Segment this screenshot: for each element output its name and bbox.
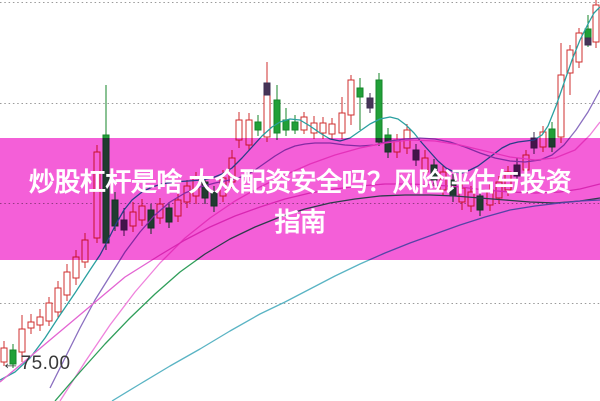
candle-body-k (263, 82, 271, 96)
candle-body-d (291, 121, 299, 131)
candle-body-u (575, 32, 583, 63)
candle-body-k (584, 37, 592, 46)
candle-body-u (63, 271, 71, 296)
candle-body-u (347, 79, 355, 116)
candle-body-u (592, 4, 600, 43)
candle-body-u (45, 302, 53, 322)
candle-body-d (584, 28, 592, 39)
candle-body-d (254, 121, 262, 131)
candle-body-u (54, 287, 62, 313)
candle-body-u (27, 321, 35, 329)
candle-body-u (72, 256, 80, 279)
headline-line2: 指南 (274, 207, 326, 237)
candle-body-u (310, 122, 318, 134)
candle-body-u (235, 119, 243, 141)
price-label: ←75.00 (1, 353, 71, 374)
candle-body-u (557, 74, 565, 138)
candle-body-u (0, 347, 8, 363)
candle-body-u (328, 123, 336, 135)
candle-body-u (338, 112, 346, 134)
candle-body-k (366, 97, 374, 109)
headline-banner-overlay (0, 138, 600, 260)
candle-body-d (356, 87, 364, 98)
candle-body-d (9, 349, 17, 365)
candle-body-u (36, 316, 44, 326)
candle-body-d (375, 79, 383, 143)
headline-line1: 炒股杠杆是啥 大众配资安全吗？风险评估与投资 (28, 167, 572, 197)
candle-body-d (273, 99, 281, 134)
headline: 炒股杠杆是啥 大众配资安全吗？风险评估与投资 指南 (0, 138, 600, 260)
candle-body-u (18, 328, 26, 353)
candle-body-u (319, 122, 327, 134)
candle-body-u (566, 49, 574, 74)
